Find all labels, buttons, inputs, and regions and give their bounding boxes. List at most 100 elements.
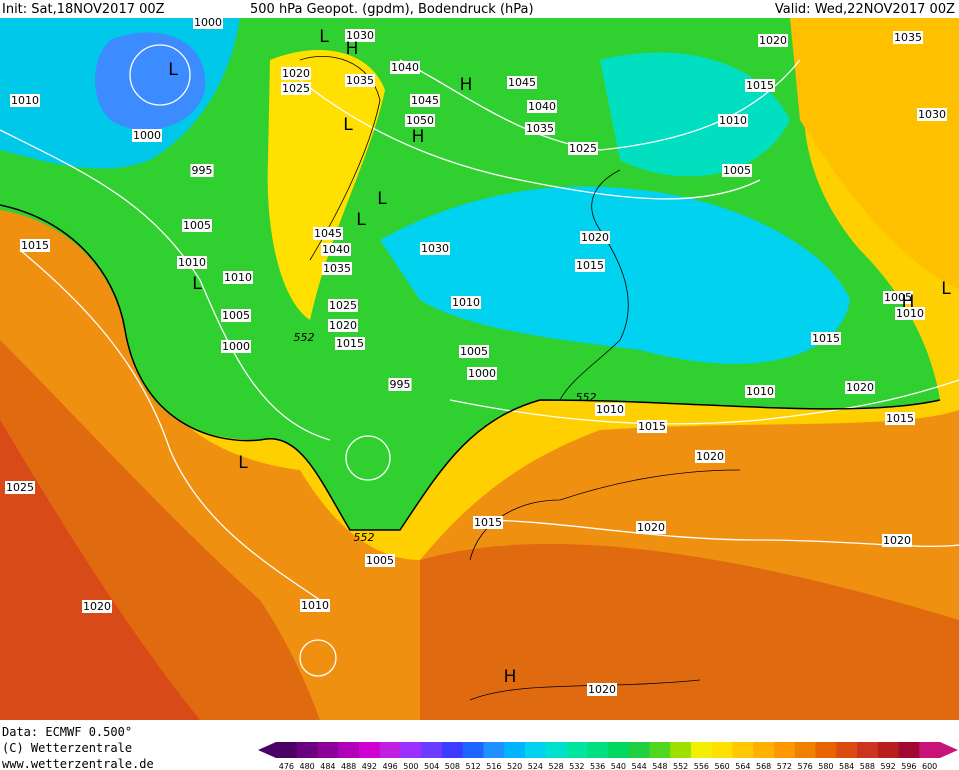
isobar-label-bg bbox=[190, 164, 214, 177]
isobar-label-bg bbox=[221, 309, 251, 322]
isobar-label-bg bbox=[10, 94, 40, 107]
isobar-label: 1025 bbox=[329, 299, 357, 312]
isobar-label: 1045 bbox=[314, 227, 342, 240]
isobar-label: 1030 bbox=[346, 29, 374, 42]
colorbar-swatch bbox=[857, 742, 879, 758]
isobar-label-bg bbox=[82, 600, 112, 613]
isobar-label: 1015 bbox=[336, 337, 364, 350]
colorbar-label: 596 bbox=[901, 762, 916, 770]
isobar-label: 995 bbox=[390, 378, 411, 391]
isobar-label: 1020 bbox=[329, 319, 357, 332]
pressure-center: H bbox=[346, 39, 359, 59]
isobar-label-bg bbox=[300, 599, 330, 612]
colorbar-swatch bbox=[525, 742, 547, 758]
colorbar-swatch bbox=[400, 742, 422, 758]
header-bar bbox=[0, 0, 959, 18]
colorbar-swatch bbox=[483, 742, 505, 758]
field-cyan-europe bbox=[380, 186, 850, 364]
isobar-label: 1035 bbox=[526, 122, 554, 135]
isobar-label: 1010 bbox=[896, 307, 924, 320]
colorbar-swatch bbox=[836, 742, 858, 758]
website: www.wetterzentrale.de bbox=[2, 757, 154, 770]
colorbar-label: 556 bbox=[694, 762, 709, 770]
field-warm-south bbox=[420, 543, 959, 720]
isobar-label-bg bbox=[527, 100, 557, 113]
pressure-center: H bbox=[412, 127, 425, 147]
colorbar-swatch bbox=[379, 742, 401, 758]
colorbar-label: 592 bbox=[880, 762, 895, 770]
isobar-label-bg bbox=[580, 231, 610, 244]
map-field: 1000 1030 1020 1025 1035 1040 1045 1050 1045 1040… bbox=[0, 16, 959, 720]
colorbar-swatch bbox=[338, 742, 360, 758]
colorbar-swatch bbox=[317, 742, 339, 758]
colorbar-swatch bbox=[462, 742, 484, 758]
colorbar-swatch bbox=[566, 742, 588, 758]
colorbar-label: 576 bbox=[797, 762, 812, 770]
field-east-ridge bbox=[790, 18, 959, 290]
isobar-label: 1040 bbox=[322, 243, 350, 256]
valid-time: Valid: Wed,22NOV2017 00Z bbox=[775, 2, 955, 17]
colorbar-label: 528 bbox=[548, 762, 563, 770]
isobar-label-bg bbox=[5, 481, 35, 494]
field-blue bbox=[95, 32, 206, 130]
colorbar-swatch bbox=[691, 742, 713, 758]
isobar-label-bg bbox=[882, 534, 912, 547]
pressure-center: L bbox=[941, 279, 951, 299]
field-teal bbox=[600, 52, 790, 177]
colorbar-swatch bbox=[296, 742, 318, 758]
isobar-label-bg bbox=[345, 29, 375, 42]
isobar-label: 1035 bbox=[894, 31, 922, 44]
isobar-label: 1020 bbox=[83, 600, 111, 613]
contour-label: 552 bbox=[576, 391, 597, 404]
isobar-label-bg bbox=[885, 412, 915, 425]
colorbar-label: 568 bbox=[756, 762, 771, 770]
isobar-label-bg bbox=[388, 378, 412, 391]
colorbar-label: 572 bbox=[777, 762, 792, 770]
isobar-label: 1005 bbox=[222, 309, 250, 322]
isobar-label: 1025 bbox=[569, 142, 597, 155]
colorbar-label: 484 bbox=[320, 762, 335, 770]
isobar-label-bg bbox=[758, 34, 788, 47]
isobar-label-bg bbox=[132, 129, 162, 142]
colorbar-label: 560 bbox=[714, 762, 729, 770]
isobar-label-bg bbox=[410, 94, 440, 107]
isobar-label: 1020 bbox=[637, 521, 665, 534]
pressure-center: L bbox=[356, 210, 366, 230]
pressure-center: L bbox=[238, 453, 248, 473]
isobar-label: 1005 bbox=[723, 164, 751, 177]
colorbar-label: 504 bbox=[424, 762, 439, 770]
pressure-center: H bbox=[902, 292, 915, 312]
isobar-label: 1005 bbox=[460, 345, 488, 358]
colorbar-label: 480 bbox=[299, 762, 314, 770]
isobar-label-bg bbox=[328, 319, 358, 332]
isobar-label-bg bbox=[745, 385, 775, 398]
isobar-label: 1005 bbox=[366, 554, 394, 567]
isobar-label-bg bbox=[365, 554, 395, 567]
isobar-label-bg bbox=[895, 307, 925, 320]
isobar-label-bg bbox=[193, 18, 223, 29]
contour-label: 552 bbox=[294, 331, 315, 344]
isobar-label: 1000 bbox=[194, 16, 222, 29]
contour-label: 552 bbox=[354, 531, 375, 544]
isobar-label-bg bbox=[405, 114, 435, 127]
isobar-label-bg bbox=[221, 340, 251, 353]
isobar-label-bg bbox=[177, 256, 207, 269]
isobar-label-bg bbox=[390, 61, 420, 74]
isobar-label-bg bbox=[182, 219, 212, 232]
isobar-label: 1015 bbox=[21, 239, 49, 252]
isobar-label: 1010 bbox=[746, 385, 774, 398]
isobar-label: 1035 bbox=[323, 262, 351, 275]
isobar-label: 1010 bbox=[719, 114, 747, 127]
colorbar-arrow-left bbox=[258, 742, 276, 758]
isobar-label: 995 bbox=[192, 164, 213, 177]
isobar-label-bg bbox=[636, 521, 666, 534]
colorbar-label: 492 bbox=[362, 762, 377, 770]
pressure-center: L bbox=[168, 60, 178, 80]
colorbar-swatch bbox=[545, 742, 567, 758]
colorbar-label: 588 bbox=[860, 762, 875, 770]
isobar-label: 1020 bbox=[759, 34, 787, 47]
isobar-label: 1000 bbox=[468, 367, 496, 380]
isobar-label: 1045 bbox=[411, 94, 439, 107]
colorbar-swatch bbox=[276, 742, 298, 758]
